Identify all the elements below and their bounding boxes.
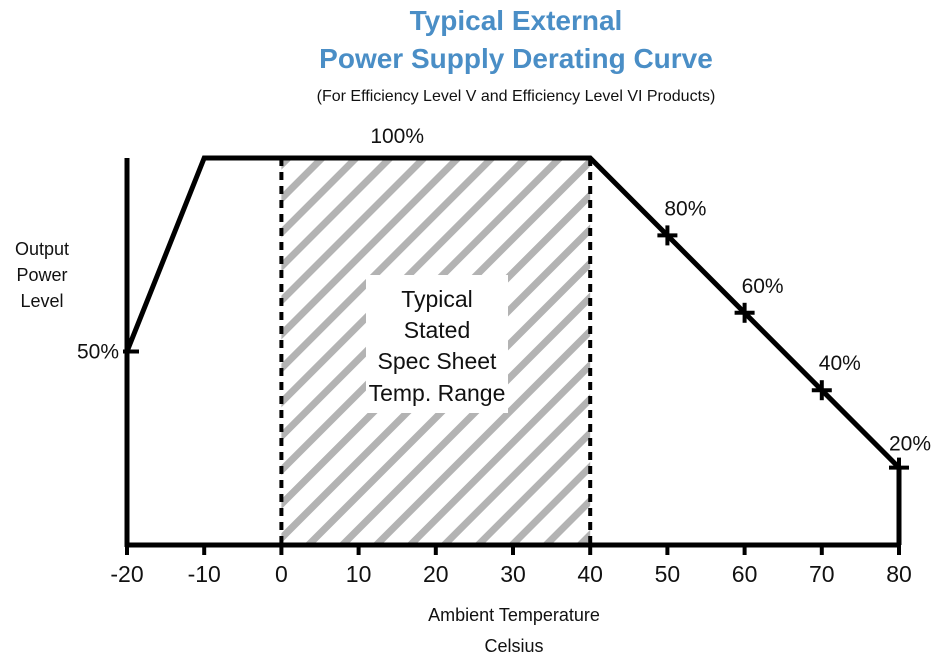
y-axis-label-line-3: Level [20,291,63,311]
derating-curve [124,155,902,545]
spec-range-label-line-1: Typical [401,286,473,312]
x-axis-label-line-2: Celsius [484,636,543,656]
data-label: 80% [664,197,706,220]
spec-range-label-box [366,275,508,413]
spec-range-label-line-3: Spec Sheet [378,348,498,374]
x-tick-label: 70 [809,561,835,587]
x-tick-label: 50 [655,561,681,587]
x-tick-label: 0 [275,561,288,587]
y-axis-label-line-1: Output [15,239,69,259]
data-label: 50% [77,341,119,364]
data-label: 60% [742,275,784,298]
x-axis-label-line-1: Ambient Temperature [428,605,600,625]
x-tick-label: 40 [577,561,603,587]
spec-range-label-line-2: Stated [404,317,471,343]
x-tick-label: 10 [346,561,372,587]
chart-title-line-2: Power Supply Derating Curve [319,43,713,74]
data-label: 100% [370,125,424,148]
x-tick-label: 30 [500,561,526,587]
y-axis-label-line-2: Power [16,265,67,285]
x-tick-label: -20 [110,561,143,587]
chart-title-line-1: Typical External [410,5,623,36]
chart-subtitle: (For Efficiency Level V and Efficiency L… [317,88,716,105]
x-tick-label: 60 [732,561,758,587]
spec-range-label-line-4: Temp. Range [369,380,506,406]
x-tick-label: 80 [886,561,912,587]
x-tick-label: -10 [188,561,221,587]
data-label: 40% [819,352,861,375]
x-tick-label: 20 [423,561,449,587]
data-label: 20% [889,433,931,456]
